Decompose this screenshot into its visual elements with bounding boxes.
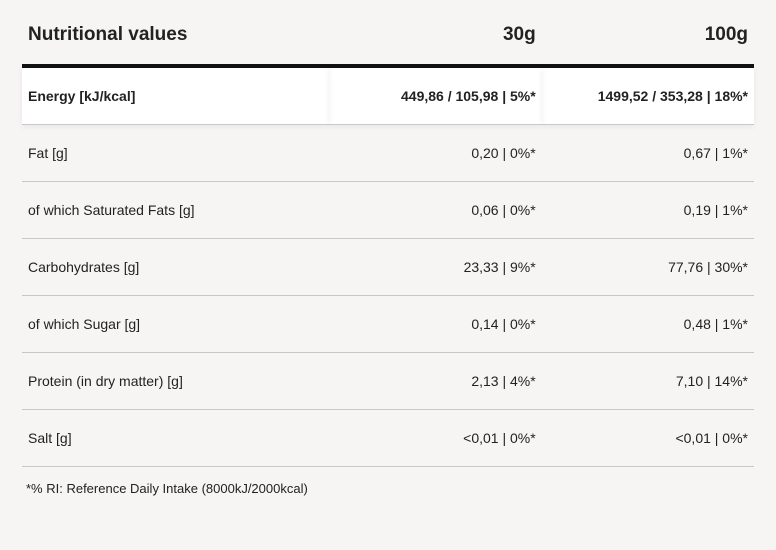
cell-name: of which Saturated Fats [g] <box>22 182 329 239</box>
cell-per30: 23,33 | 9%* <box>329 239 541 296</box>
table-row: Fat [g] 0,20 | 0%* 0,67 | 1%* <box>22 125 754 182</box>
cell-per100: 77,76 | 30%* <box>542 239 754 296</box>
cell-per100: 1499,52 / 353,28 | 18%* <box>542 66 754 125</box>
cell-per100: 0,19 | 1%* <box>542 182 754 239</box>
cell-per30: 449,86 / 105,98 | 5%* <box>329 66 541 125</box>
nutrition-table-container: Nutritional values 30g 100g Energy [kJ/k… <box>0 0 776 518</box>
table-row: Protein (in dry matter) [g] 2,13 | 4%* 7… <box>22 353 754 410</box>
table-row: Carbohydrates [g] 23,33 | 9%* 77,76 | 30… <box>22 239 754 296</box>
cell-name: Protein (in dry matter) [g] <box>22 353 329 410</box>
cell-per100: 7,10 | 14%* <box>542 353 754 410</box>
cell-per100: 0,67 | 1%* <box>542 125 754 182</box>
col-header-name: Nutritional values <box>22 14 329 66</box>
cell-per100: 0,48 | 1%* <box>542 296 754 353</box>
cell-per30: 0,14 | 0%* <box>329 296 541 353</box>
cell-per30: 0,06 | 0%* <box>329 182 541 239</box>
table-row: of which Saturated Fats [g] 0,06 | 0%* 0… <box>22 182 754 239</box>
cell-per30: <0,01 | 0%* <box>329 410 541 467</box>
table-row: Salt [g] <0,01 | 0%* <0,01 | 0%* <box>22 410 754 467</box>
cell-name: Salt [g] <box>22 410 329 467</box>
table-row: Energy [kJ/kcal] 449,86 / 105,98 | 5%* 1… <box>22 66 754 125</box>
cell-name: of which Sugar [g] <box>22 296 329 353</box>
cell-per30: 2,13 | 4%* <box>329 353 541 410</box>
table-body: Energy [kJ/kcal] 449,86 / 105,98 | 5%* 1… <box>22 66 754 467</box>
col-header-per30: 30g <box>329 14 541 66</box>
footnote: *% RI: Reference Daily Intake (8000kJ/20… <box>22 467 754 500</box>
nutrition-table: Nutritional values 30g 100g Energy [kJ/k… <box>22 14 754 467</box>
cell-name: Energy [kJ/kcal] <box>22 66 329 125</box>
cell-name: Carbohydrates [g] <box>22 239 329 296</box>
cell-per100: <0,01 | 0%* <box>542 410 754 467</box>
col-header-per100: 100g <box>542 14 754 66</box>
table-header-row: Nutritional values 30g 100g <box>22 14 754 66</box>
table-row: of which Sugar [g] 0,14 | 0%* 0,48 | 1%* <box>22 296 754 353</box>
cell-per30: 0,20 | 0%* <box>329 125 541 182</box>
cell-name: Fat [g] <box>22 125 329 182</box>
